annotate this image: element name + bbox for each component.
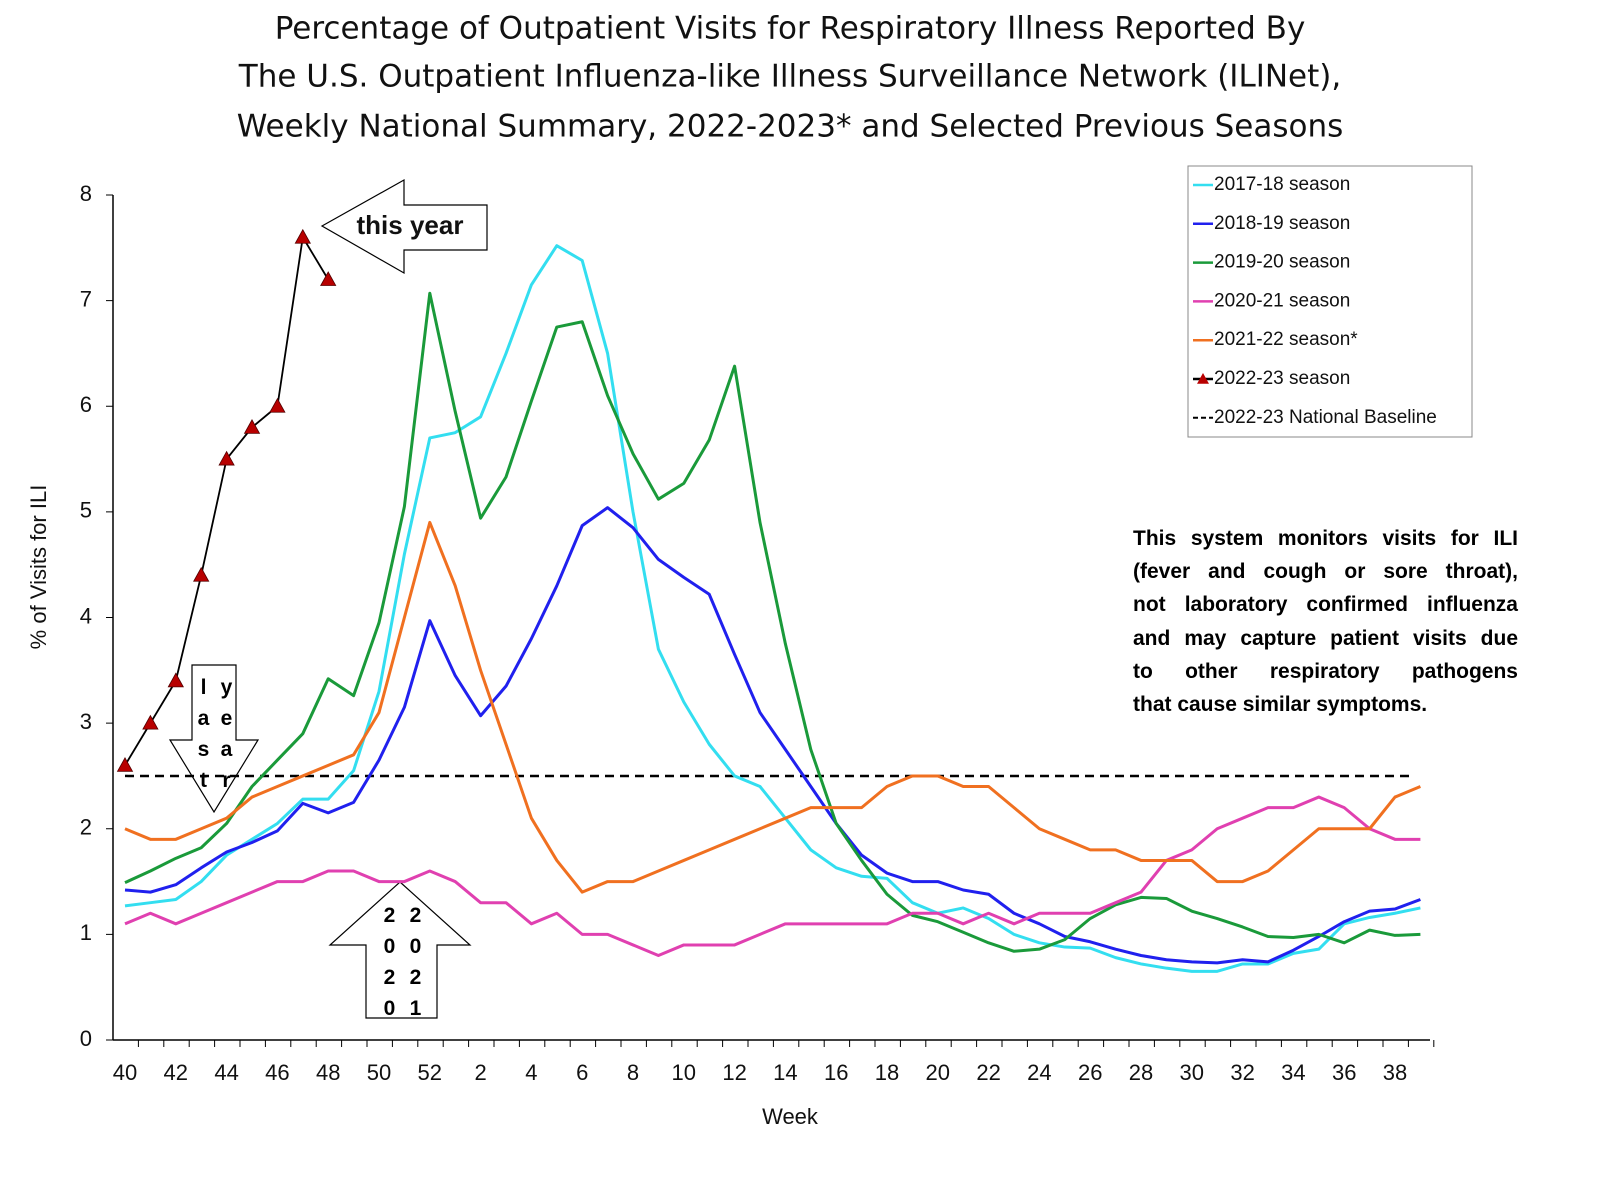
x-tick-label: 40 bbox=[113, 1060, 137, 1085]
x-tick-label: 4 bbox=[525, 1060, 537, 1085]
x-tick-label: 24 bbox=[1027, 1060, 1051, 1085]
annotation: last bbox=[192, 676, 215, 800]
x-tick-label: 36 bbox=[1332, 1060, 1356, 1085]
y-tick-label: 2 bbox=[80, 815, 92, 840]
x-tick-label: 16 bbox=[824, 1060, 848, 1085]
marker bbox=[243, 419, 261, 434]
note-line: not laboratory confirmed influenza bbox=[1133, 593, 1518, 617]
x-tick-label: 46 bbox=[265, 1060, 289, 1085]
x-tick-label: 50 bbox=[367, 1060, 391, 1085]
y-tick-label: 0 bbox=[80, 1026, 92, 1051]
series-line bbox=[124, 244, 1421, 973]
x-tick-label: 52 bbox=[418, 1060, 442, 1085]
legend-label: 2017-18 season bbox=[1214, 174, 1350, 195]
marker bbox=[320, 271, 337, 286]
note-line: that cause similar symptoms. bbox=[1133, 693, 1428, 716]
y-tick-label: 7 bbox=[80, 286, 92, 311]
x-tick-label: 44 bbox=[214, 1060, 238, 1085]
y-tick-label: 6 bbox=[80, 392, 92, 417]
marker bbox=[294, 228, 311, 244]
x-tick-label: 10 bbox=[672, 1060, 696, 1085]
marker bbox=[193, 566, 210, 582]
x-tick-label: 28 bbox=[1129, 1060, 1153, 1085]
x-tick-label: 20 bbox=[926, 1060, 950, 1085]
legend-label: 2019-20 season bbox=[1214, 252, 1350, 273]
x-tick-label: 48 bbox=[316, 1060, 340, 1085]
legend-box bbox=[1187, 165, 1473, 438]
marker bbox=[269, 397, 286, 413]
legend-label: 2020-21 season bbox=[1214, 290, 1350, 311]
series-line bbox=[124, 795, 1421, 957]
x-tick-label: 6 bbox=[576, 1060, 588, 1085]
x-tick-label: 32 bbox=[1230, 1060, 1254, 1085]
note-line: (fever and cough or sore throat), bbox=[1133, 560, 1518, 584]
y-tick-label: 8 bbox=[80, 181, 92, 206]
legend-label: 2018-19 season bbox=[1214, 213, 1350, 234]
legend-label: 2022-23 season bbox=[1214, 368, 1350, 389]
annotation: year bbox=[215, 676, 238, 800]
y-axis-label: % of Visits for ILI bbox=[26, 485, 51, 650]
note-line: to other respiratory pathogens bbox=[1133, 659, 1518, 683]
x-tick-label: 12 bbox=[722, 1060, 746, 1085]
series-line bbox=[124, 506, 1421, 965]
annotation: 2020 bbox=[378, 904, 401, 1028]
series-line bbox=[124, 520, 1421, 894]
x-tick-label: 8 bbox=[627, 1060, 639, 1085]
note-line: This system monitors visits for ILI bbox=[1133, 527, 1518, 550]
annotation: this year bbox=[357, 210, 464, 240]
marker bbox=[167, 672, 184, 688]
y-tick-label: 1 bbox=[80, 920, 92, 945]
x-tick-label: 22 bbox=[976, 1060, 1000, 1085]
x-tick-label: 42 bbox=[164, 1060, 188, 1085]
marker bbox=[218, 450, 235, 466]
x-tick-label: 14 bbox=[773, 1060, 797, 1085]
marker bbox=[116, 757, 134, 772]
chart-title: Percentage of Outpatient Visits for Resp… bbox=[275, 11, 1306, 47]
x-tick-label: 38 bbox=[1383, 1060, 1407, 1085]
x-tick-label: 2 bbox=[474, 1060, 486, 1085]
y-tick-label: 3 bbox=[80, 709, 92, 734]
x-tick-label: 26 bbox=[1078, 1060, 1102, 1085]
x-tick-label: 30 bbox=[1180, 1060, 1204, 1085]
legend-marker bbox=[1197, 373, 1209, 384]
chart-title: The U.S. Outpatient Influenza-like Illne… bbox=[238, 59, 1341, 95]
x-tick-label: 34 bbox=[1281, 1060, 1305, 1085]
x-axis-label: Week bbox=[762, 1104, 819, 1129]
note-line: and may capture patient visits due bbox=[1133, 626, 1518, 650]
y-tick-label: 4 bbox=[80, 603, 92, 628]
arrow bbox=[328, 881, 472, 1019]
legend-label: 2021-22 season* bbox=[1214, 329, 1358, 350]
chart-title: Weekly National Summary, 2022-2023* and … bbox=[237, 109, 1344, 145]
arrow bbox=[320, 178, 488, 275]
legend-label: 2022-23 National Baseline bbox=[1214, 407, 1437, 428]
annotation: 2021 bbox=[404, 904, 427, 1028]
series-line bbox=[124, 291, 1421, 953]
x-tick-label: 18 bbox=[875, 1060, 899, 1085]
marker bbox=[142, 714, 159, 730]
y-tick-label: 5 bbox=[80, 498, 92, 523]
